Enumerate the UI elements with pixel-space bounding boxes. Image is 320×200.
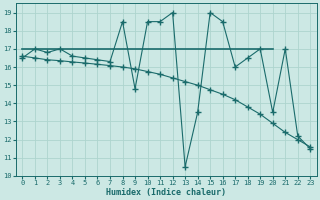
X-axis label: Humidex (Indice chaleur): Humidex (Indice chaleur): [106, 188, 226, 197]
